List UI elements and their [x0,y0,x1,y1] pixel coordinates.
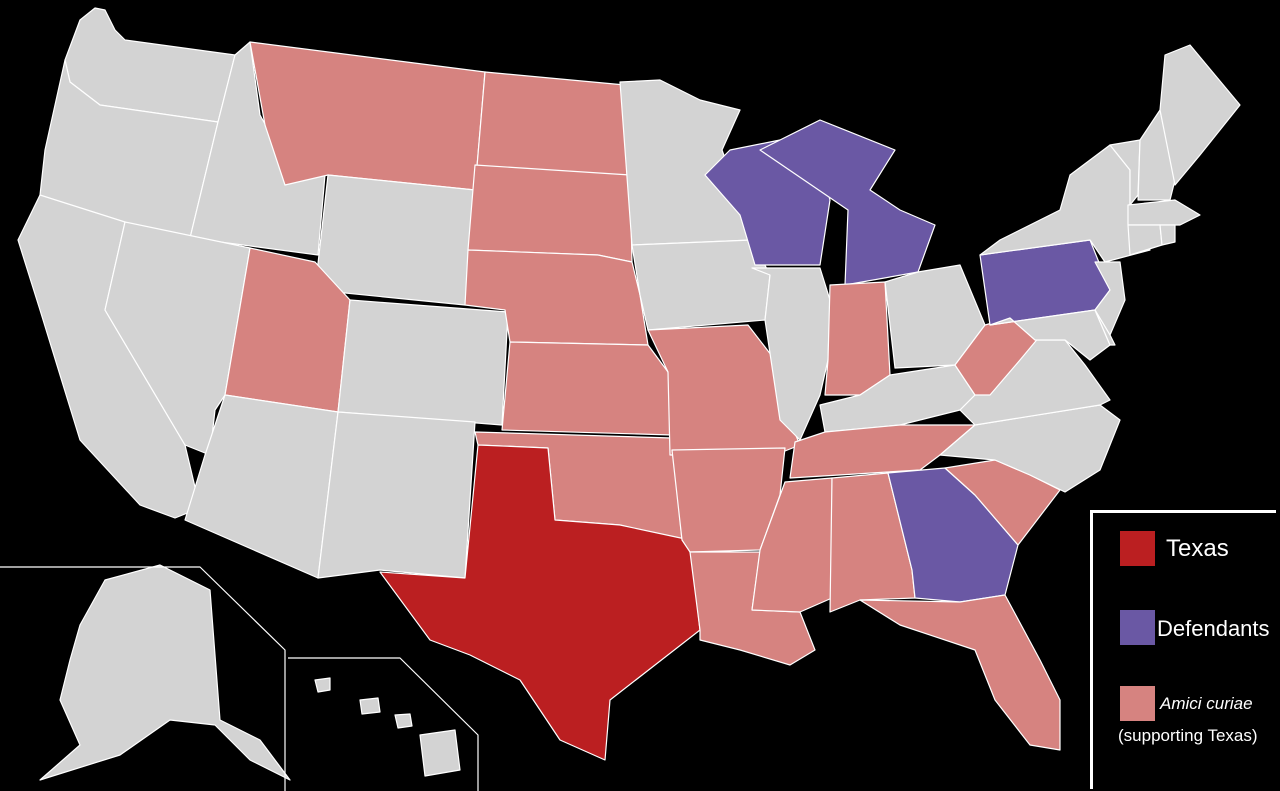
state-de [1094,309,1116,346]
legend-swatch-texas [1120,531,1155,566]
state-ia [631,239,771,331]
legend-label-amici: Amici curiae [1160,694,1253,713]
state-me [1159,44,1241,186]
state-ri [1159,224,1176,246]
state-tx [379,444,701,761]
state-ak [39,564,291,781]
state-vt [1109,139,1141,206]
state-wy [314,174,476,306]
state-mt [249,41,486,191]
state-wv [954,317,1046,396]
legend-label-defendants: Defendants [1157,616,1270,641]
state-hi [314,677,461,777]
state-sd [467,164,633,263]
state-co [337,299,509,426]
state-ma [1127,199,1201,226]
legend-swatch-amici [1120,686,1155,721]
state-nh [1137,109,1176,201]
state-fl [859,594,1061,751]
legend: Texas Defendants Amici curiae (supportin… [1090,510,1276,789]
legend-label-amici-note: (supporting Texas) [1118,726,1258,745]
state-ct [1127,224,1163,256]
legend-swatch-defendants [1120,610,1155,645]
state-ks [501,341,673,436]
state-mi [759,119,936,286]
state-in [824,281,891,396]
state-il [751,267,831,441]
inset-frames [0,566,479,791]
state-nm [317,411,476,579]
state-az [184,394,339,579]
legend-label-texas: Texas [1166,535,1229,562]
